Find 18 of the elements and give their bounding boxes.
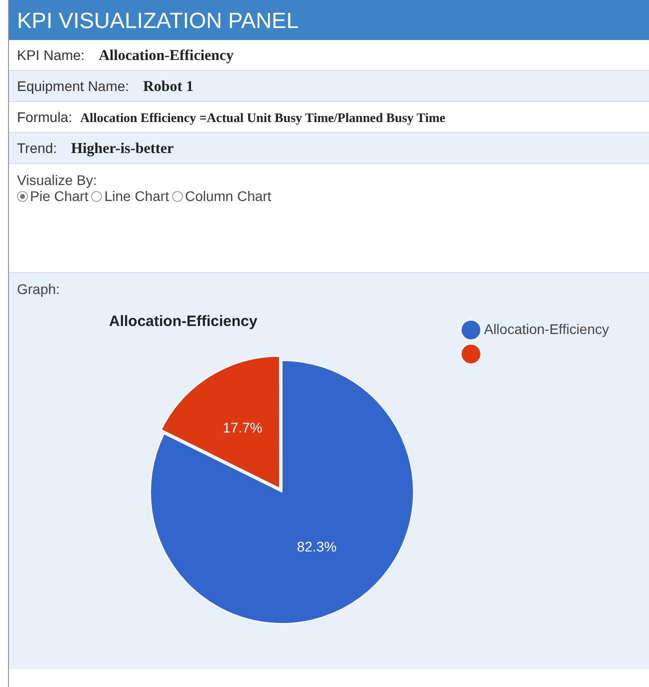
text: Robot 1 xyxy=(143,79,194,95)
data-label: 17.7% xyxy=(222,419,262,436)
legend-label: Allocation-Efficiency xyxy=(484,320,610,337)
text: Equipment Name: xyxy=(17,78,130,94)
text: Line Chart xyxy=(104,188,169,204)
text: Allocation Efficiency =Actual Unit Busy Time/Planned Busy Time xyxy=(80,110,446,125)
text: Allocation-Efficiency xyxy=(98,48,234,64)
data-label: 82.3% xyxy=(296,538,337,555)
text: Column Chart xyxy=(184,188,272,204)
text: KPI Name: xyxy=(17,47,85,63)
text: KPI VISUALIZATION PANEL xyxy=(9,0,649,40)
text: Trend: xyxy=(17,140,57,156)
text: Graph: xyxy=(17,281,61,297)
text: Higher-is-better xyxy=(70,141,174,157)
chart-title: Allocation-Efficiency xyxy=(109,313,258,330)
text: Formula: xyxy=(17,109,72,125)
text: Pie Chart xyxy=(30,188,88,204)
text: Visualize By: xyxy=(17,172,98,188)
